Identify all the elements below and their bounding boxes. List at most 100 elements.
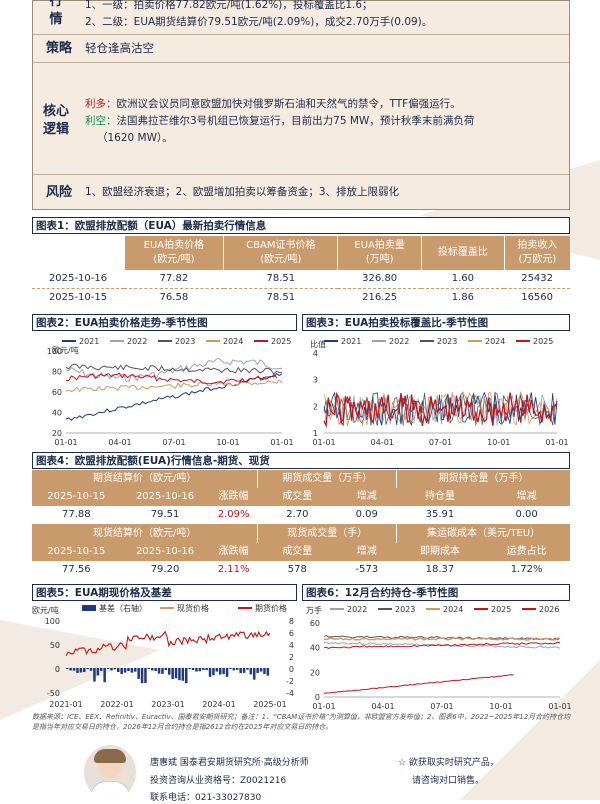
basis-bar bbox=[249, 668, 253, 675]
table-row: 77.56 79.20 2.11% 578 -573 18.37 1.72% bbox=[32, 561, 570, 579]
th-date: 2025-10-16 bbox=[120, 488, 210, 506]
analyst-name: 唐惠斌 国泰君安期货研究所·高级分析师 bbox=[150, 758, 309, 768]
x-tick-label: 04-01 bbox=[371, 438, 394, 447]
basis-bar bbox=[202, 668, 205, 670]
chart5: 欧元/吨 基差（右轴） 现货价格 期货价格100500-5086420-2-4202… bbox=[32, 603, 294, 709]
contact-note-1: ☆ 欲获取实时研究产品， bbox=[398, 758, 499, 768]
table-row: 2025-10-15 76.58 78.51 216.25 1.86 16560 bbox=[32, 289, 570, 308]
chart5-unit: 欧元/吨 bbox=[32, 605, 59, 615]
x-tick-label: 2021-01 bbox=[49, 700, 82, 709]
cell-change: 2.09% bbox=[217, 509, 250, 520]
y-right-tick-label: -4 bbox=[286, 689, 294, 698]
cell: 0.00 bbox=[515, 509, 538, 520]
y-right-tick-label: -2 bbox=[286, 677, 294, 686]
series-2025-line bbox=[323, 392, 558, 428]
table-row: 77.88 79.51 2.09% 2.70 0.09 35.91 0.00 bbox=[32, 506, 570, 525]
y-right-tick-label: 8 bbox=[289, 617, 294, 626]
basis-bar bbox=[154, 668, 157, 672]
cell: 77.56 bbox=[62, 564, 91, 575]
chart5-title: 图表5：EUA期现价格及基差 bbox=[32, 584, 297, 601]
basis-bar bbox=[266, 668, 270, 676]
th-spot-cost: 即期成本 bbox=[396, 543, 484, 561]
strategy-label: 策略 bbox=[45, 41, 72, 56]
basis-bar bbox=[229, 668, 232, 669]
x-tick-label: 01-01 bbox=[312, 438, 335, 447]
th-freight-ratio: 运费占比 bbox=[483, 543, 570, 561]
legend-label: 2024 bbox=[223, 337, 243, 346]
legend-label: 期货价格 bbox=[255, 603, 287, 613]
basis-bar bbox=[147, 668, 151, 669]
x-tick-label: 01-01 bbox=[548, 702, 571, 709]
basis-bar bbox=[256, 668, 259, 674]
y-tick-label: 50 bbox=[50, 641, 60, 650]
basis-bar bbox=[208, 668, 212, 677]
x-tick-label: 10-01 bbox=[489, 702, 512, 709]
x-tick-label: 10-01 bbox=[487, 438, 510, 447]
futures-price-line bbox=[65, 630, 271, 656]
risk-text: 1、欧盟经济衰退；2、欧盟增加拍卖以筹备资金；3、排放上限弱化 bbox=[85, 186, 400, 198]
basis-bar bbox=[134, 668, 137, 672]
basis-bar bbox=[174, 668, 178, 679]
basis-bar bbox=[120, 668, 123, 675]
legend-label: 2022 bbox=[389, 337, 409, 346]
legend-label: 2025 bbox=[271, 337, 291, 346]
cell: 1.72% bbox=[510, 564, 543, 575]
chart3-title: 图表3：EUA拍卖投标覆盖比-季节性图 bbox=[302, 314, 570, 331]
x-tick-label: 2024-01 bbox=[202, 700, 235, 709]
y-tick-label: -50 bbox=[47, 689, 60, 698]
x-tick-label: 01-01 bbox=[545, 438, 568, 447]
cell: 2.70 bbox=[286, 509, 309, 520]
x-tick-label: 2025-01 bbox=[253, 700, 286, 709]
basis-bar bbox=[246, 668, 249, 670]
x-tick-label: 2023-01 bbox=[151, 700, 184, 709]
y-right-tick-label: 0 bbox=[289, 665, 294, 674]
x-tick-label: 01-01 bbox=[312, 702, 335, 709]
legend-label: 2023 bbox=[437, 337, 457, 346]
analyst-cert: 投资咨询从业资格号：Z0021216 bbox=[150, 776, 287, 786]
basis-bar bbox=[151, 668, 154, 671]
basis-bar bbox=[195, 668, 198, 672]
x-tick-label: 07-01 bbox=[429, 438, 452, 447]
cell: 35.91 bbox=[425, 509, 455, 520]
basis-bar bbox=[178, 668, 181, 681]
cell: 216.25 bbox=[362, 292, 398, 303]
basis-bar bbox=[263, 668, 266, 675]
th-change: 增减 bbox=[483, 488, 570, 506]
basis-bar bbox=[137, 668, 140, 679]
strategy-row: 策略 轻仓逢高沽空 bbox=[33, 35, 569, 63]
th-oi: 持仓量 bbox=[396, 488, 484, 506]
series-2022-line bbox=[65, 357, 283, 382]
th-date: 2025-10-16 bbox=[120, 543, 210, 561]
basis-bar bbox=[191, 668, 195, 671]
th-change: 增减 bbox=[336, 488, 397, 506]
basis-bar bbox=[100, 668, 103, 671]
y-tick-label: 40 bbox=[310, 644, 320, 653]
x-tick-label: 07-01 bbox=[430, 702, 453, 709]
basis-bar bbox=[66, 668, 69, 669]
cell: -573 bbox=[355, 564, 379, 575]
table-subheader-row: 2025-10-15 2025-10-16 涨跌幅 成交量 增减 即期成本 运费占比 bbox=[32, 543, 570, 561]
bull-tag: 利多： bbox=[85, 98, 117, 110]
logic-label: 核心 逻辑 bbox=[42, 104, 69, 137]
basis-bar bbox=[164, 668, 168, 671]
basis-bar bbox=[205, 668, 208, 671]
y-right-tick-label: 4 bbox=[289, 641, 294, 650]
series-2023-line bbox=[65, 363, 283, 375]
cell-change: 2.11% bbox=[217, 564, 250, 575]
basis-bar bbox=[157, 668, 161, 674]
basis-bar bbox=[127, 668, 130, 672]
basis-bar bbox=[83, 668, 86, 673]
th-auction-price: EUA拍卖价格 bbox=[143, 240, 205, 251]
y-right-tick-label: 6 bbox=[289, 629, 294, 638]
futures-spot-table: 期货结算价（欧元/吨） 期货成交量（万手） 期货持仓量（万手） 2025-10-… bbox=[32, 470, 570, 579]
cell: 76.58 bbox=[159, 292, 189, 303]
cell: 79.20 bbox=[150, 564, 180, 575]
y-tick-label: 0 bbox=[315, 693, 320, 702]
legend-label: 2023 bbox=[395, 605, 415, 614]
th-fut-price: 期货结算价（欧元/吨） bbox=[32, 470, 259, 488]
legend-label: 2024 bbox=[485, 337, 505, 346]
cell: 1.86 bbox=[451, 292, 474, 303]
basis-bar bbox=[242, 668, 246, 673]
